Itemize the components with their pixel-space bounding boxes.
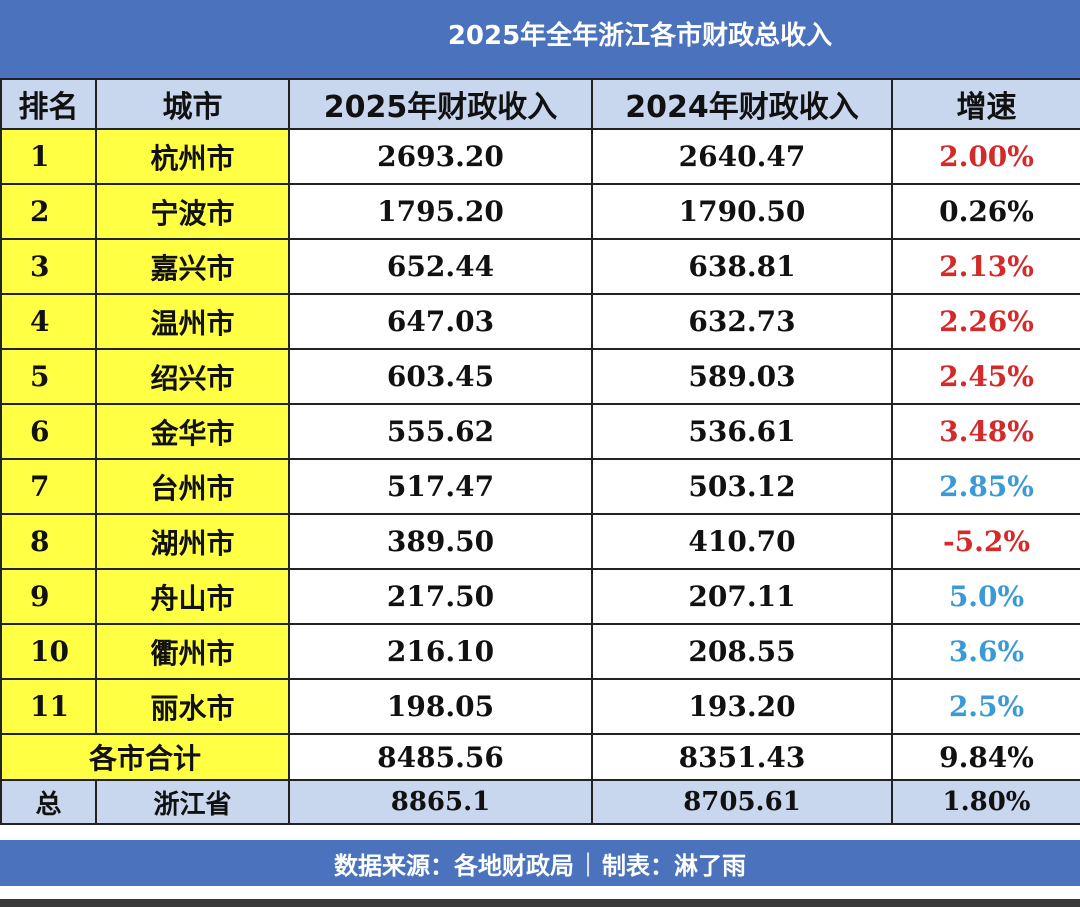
growth-cell: 5.0% <box>891 568 1080 625</box>
footer-source: 数据来源：各地财政局 <box>333 851 574 880</box>
city-cell: 金华市 <box>95 403 290 460</box>
header-2024-revenue: 2024年财政收入 <box>591 78 893 130</box>
city-cell: 绍兴市 <box>95 348 290 405</box>
table-row: 2 宁波市 1795.20 1790.50 0.26% <box>0 183 1080 240</box>
table-row: 5 绍兴市 603.45 589.03 2.45% <box>0 348 1080 405</box>
sum-growth: 9.84% <box>891 733 1080 781</box>
sum-row: 各市合计 8485.56 8351.43 9.84% <box>0 733 1080 781</box>
growth-cell: 2.45% <box>891 348 1080 405</box>
table-row: 8 湖州市 389.50 410.70 -5.2% <box>0 513 1080 570</box>
province-label-name: 浙江省 <box>95 779 290 825</box>
revenue-2024-cell: 503.12 <box>591 458 893 515</box>
revenue-2025-cell: 555.62 <box>288 403 593 460</box>
revenue-2024-cell: 208.55 <box>591 623 893 680</box>
province-2025: 8865.1 <box>288 779 593 825</box>
growth-cell: 3.48% <box>891 403 1080 460</box>
revenue-2025-cell: 652.44 <box>288 238 593 295</box>
revenue-2025-cell: 1795.20 <box>288 183 593 240</box>
revenue-2025-cell: 217.50 <box>288 568 593 625</box>
revenue-2024-cell: 536.61 <box>591 403 893 460</box>
header-2025-revenue: 2025年财政收入 <box>288 78 593 130</box>
growth-cell: 2.5% <box>891 678 1080 735</box>
table-row: 7 台州市 517.47 503.12 2.85% <box>0 458 1080 515</box>
rank-cell: 8 <box>0 513 97 570</box>
rank-cell: 6 <box>0 403 97 460</box>
rank-cell: 11 <box>0 678 97 735</box>
header-rank: 排名 <box>0 78 97 130</box>
city-cell: 衢州市 <box>95 623 290 680</box>
growth-cell: 2.00% <box>891 128 1080 185</box>
revenue-2025-cell: 603.45 <box>288 348 593 405</box>
growth-cell: 2.85% <box>891 458 1080 515</box>
table-title: 2025年全年浙江各市财政总收入 <box>447 20 833 51</box>
table-row: 3 嘉兴市 652.44 638.81 2.13% <box>0 238 1080 295</box>
province-growth: 1.80% <box>891 779 1080 825</box>
table-row: 9 舟山市 217.50 207.11 5.0% <box>0 568 1080 625</box>
revenue-2025-cell: 517.47 <box>288 458 593 515</box>
bottom-divider <box>0 899 1080 907</box>
rank-cell: 10 <box>0 623 97 680</box>
revenue-2025-cell: 389.50 <box>288 513 593 570</box>
title-banner: 2025年全年浙江各市财政总收入 <box>0 0 1080 78</box>
footer-author: 制表：淋了雨 <box>602 851 747 880</box>
footer-banner: 数据来源：各地财政局 | 制表：淋了雨 <box>0 840 1080 886</box>
footer-separator: | <box>583 849 593 877</box>
revenue-2024-cell: 632.73 <box>591 293 893 350</box>
province-2024: 8705.61 <box>591 779 893 825</box>
bottom-bar <box>0 886 1080 907</box>
city-cell: 杭州市 <box>95 128 290 185</box>
revenue-2025-cell: 216.10 <box>288 623 593 680</box>
header-growth: 增速 <box>891 78 1080 130</box>
revenue-table: 排名 城市 2025年财政收入 2024年财政收入 增速 1 杭州市 2693.20… <box>0 78 1080 825</box>
rank-cell: 2 <box>0 183 97 240</box>
city-cell: 宁波市 <box>95 183 290 240</box>
city-cell: 温州市 <box>95 293 290 350</box>
rank-cell: 9 <box>0 568 97 625</box>
table-row: 10 衢州市 216.10 208.55 3.6% <box>0 623 1080 680</box>
table-row: 6 金华市 555.62 536.61 3.48% <box>0 403 1080 460</box>
city-cell: 湖州市 <box>95 513 290 570</box>
revenue-2024-cell: 1790.50 <box>591 183 893 240</box>
province-row: 总 浙江省 8865.1 8705.61 1.80% <box>0 779 1080 825</box>
growth-cell: 2.13% <box>891 238 1080 295</box>
revenue-2024-cell: 207.11 <box>591 568 893 625</box>
revenue-2025-cell: 2693.20 <box>288 128 593 185</box>
revenue-2024-cell: 2640.47 <box>591 128 893 185</box>
city-cell: 嘉兴市 <box>95 238 290 295</box>
revenue-2024-cell: 410.70 <box>591 513 893 570</box>
rank-cell: 5 <box>0 348 97 405</box>
growth-cell: -5.2% <box>891 513 1080 570</box>
growth-cell: 3.6% <box>891 623 1080 680</box>
table-header-row: 排名 城市 2025年财政收入 2024年财政收入 增速 <box>0 78 1080 130</box>
table-row: 1 杭州市 2693.20 2640.47 2.00% <box>0 128 1080 185</box>
table-row: 11 丽水市 198.05 193.20 2.5% <box>0 678 1080 735</box>
growth-cell: 0.26% <box>891 183 1080 240</box>
growth-cell: 2.26% <box>891 293 1080 350</box>
rank-cell: 3 <box>0 238 97 295</box>
rank-cell: 4 <box>0 293 97 350</box>
rank-cell: 7 <box>0 458 97 515</box>
sum-label: 各市合计 <box>0 733 290 781</box>
table-body: 1 杭州市 2693.20 2640.47 2.00% 2 宁波市 1795.20 1790.5… <box>0 128 1080 735</box>
sum-2025: 8485.56 <box>288 733 593 781</box>
revenue-2024-cell: 638.81 <box>591 238 893 295</box>
header-city: 城市 <box>95 78 290 130</box>
table-row: 4 温州市 647.03 632.73 2.26% <box>0 293 1080 350</box>
province-label-total: 总 <box>0 779 97 825</box>
revenue-2024-cell: 589.03 <box>591 348 893 405</box>
sum-2024: 8351.43 <box>591 733 893 781</box>
rank-cell: 1 <box>0 128 97 185</box>
city-cell: 台州市 <box>95 458 290 515</box>
revenue-2025-cell: 198.05 <box>288 678 593 735</box>
revenue-2024-cell: 193.20 <box>591 678 893 735</box>
city-cell: 舟山市 <box>95 568 290 625</box>
city-cell: 丽水市 <box>95 678 290 735</box>
revenue-2025-cell: 647.03 <box>288 293 593 350</box>
